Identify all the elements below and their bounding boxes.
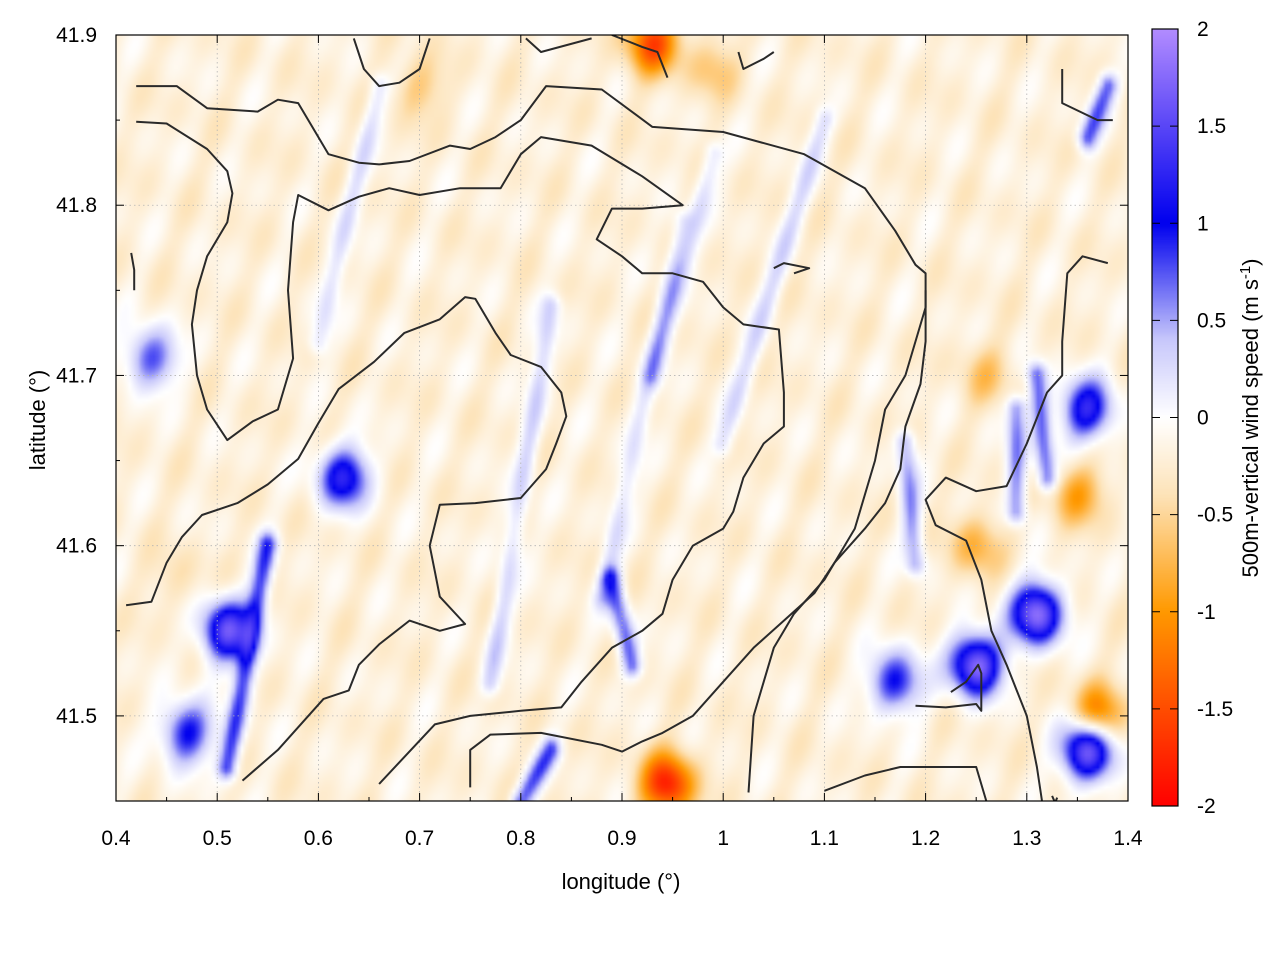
- x-tick-label: 0.7: [405, 827, 434, 850]
- y-tick-label: 41.5: [56, 705, 97, 728]
- colorbar-tick-label: 1.5: [1197, 115, 1226, 138]
- colorbar-tick-label: -2: [1197, 795, 1216, 818]
- contour-line: [136, 85, 927, 793]
- colorbar-tick-label: 0: [1197, 407, 1209, 430]
- contour-line: [136, 120, 785, 785]
- x-tick-label: 0.5: [203, 827, 232, 850]
- colorbar-tick-label: 2: [1197, 18, 1209, 41]
- y-tick-label: 41.9: [56, 24, 97, 47]
- x-tick-label: 1: [717, 827, 729, 850]
- colorbar-tick-label: 0.5: [1197, 309, 1226, 332]
- x-tick-label: 0.8: [506, 827, 535, 850]
- contour-line: [915, 663, 983, 712]
- x-axis-title: longitude (°): [562, 869, 681, 894]
- colorbar-title-main: 500m-vertical wind speed (m s: [1238, 279, 1263, 577]
- colorbar-title-close: ): [1238, 258, 1263, 265]
- colorbar-tick-label: -1: [1197, 601, 1216, 624]
- x-tick-label: 0.4: [101, 827, 131, 850]
- colorbar-tick-label: -0.5: [1197, 504, 1233, 527]
- colorbar: 2 1.5 1 0.5 0 -0.5 -1 -1.5 -2 500m-vertical wind…: [1151, 18, 1263, 818]
- contour-lines: [125, 35, 1113, 801]
- contour-line: [1051, 795, 1059, 801]
- colorbar-ticks: 2 1.5 1 0.5 0 -0.5 -1 -1.5 -2: [1152, 18, 1233, 818]
- contour-line: [611, 35, 669, 78]
- contour-line: [525, 37, 592, 53]
- contour-line: [469, 290, 927, 788]
- contour-line: [924, 255, 1109, 801]
- y-axis-title: latitude (°): [25, 370, 50, 471]
- y-tick-label: 41.6: [56, 535, 97, 558]
- contour-line: [352, 38, 431, 88]
- contour-line: [737, 51, 775, 70]
- colorbar-title-exponent: -1: [1237, 266, 1254, 279]
- x-axis-ticks: 0.4 0.5 0.6 0.7 0.8 0.9 1 1.1 1.2 1.3 1.4: [101, 35, 1143, 850]
- x-tick-label: 1.3: [1012, 827, 1041, 850]
- y-axis-ticks: 41.5 41.6 41.7 41.8 41.9: [56, 24, 1128, 802]
- colorbar-tick-label: 1: [1197, 212, 1209, 235]
- colorbar-title: 500m-vertical wind speed (m s-1): [1237, 258, 1263, 577]
- grid-lines: [116, 35, 1128, 801]
- contour-line: [125, 296, 568, 782]
- x-tick-label: 0.9: [607, 827, 636, 850]
- contour-line: [130, 252, 136, 291]
- y-tick-label: 41.8: [56, 194, 97, 217]
- contour-line: [1061, 69, 1113, 122]
- x-tick-label: 1.4: [1113, 827, 1143, 850]
- contour-line: [773, 262, 811, 275]
- y-tick-label: 41.7: [56, 364, 97, 387]
- x-tick-label: 1.2: [911, 827, 940, 850]
- colorbar-tick-label: -1.5: [1197, 698, 1233, 721]
- x-tick-label: 1.1: [810, 827, 839, 850]
- contour-line: [824, 766, 988, 801]
- x-tick-label: 0.6: [304, 827, 333, 850]
